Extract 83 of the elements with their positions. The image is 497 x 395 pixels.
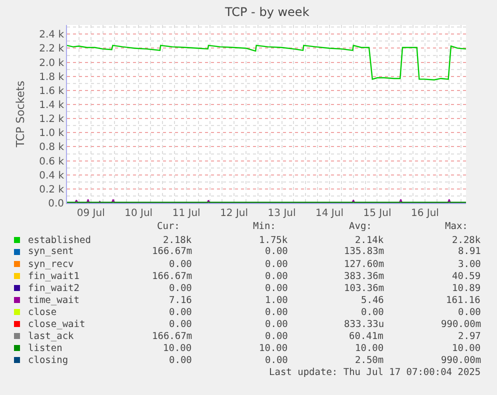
- text: 0.00: [458, 307, 482, 318]
- y-tick-label: 1.8 k: [39, 72, 64, 83]
- x-tick-label: 14 Jul: [316, 208, 344, 219]
- chart-title: TCP - by week: [224, 5, 310, 19]
- text: Max:: [445, 221, 468, 232]
- y-tick-label: 2.0 k: [39, 58, 64, 69]
- y-tick-label: 1.6 k: [39, 86, 64, 97]
- text: 10.00: [259, 343, 288, 354]
- text: 40.59: [452, 271, 481, 282]
- legend-label: time_wait: [28, 295, 80, 306]
- legend-label: close: [28, 307, 57, 318]
- legend-label: established: [28, 235, 91, 246]
- x-tick-label: 13 Jul: [268, 208, 296, 219]
- text: 0.00: [265, 271, 288, 282]
- y-tick-label: 0.4 k: [39, 170, 64, 182]
- y-tick-label: 0.2 k: [39, 184, 64, 196]
- x-tick-label: 10 Jul: [124, 208, 153, 219]
- text: 10.00: [452, 343, 481, 354]
- text: Avg:: [349, 221, 372, 232]
- text: 166.67m: [152, 331, 192, 342]
- y-tick-label: 1.0 k: [39, 128, 64, 140]
- text: 0.00: [265, 259, 288, 270]
- text: 10.00: [163, 343, 192, 354]
- y-tick-label: 1.4 k: [39, 100, 64, 111]
- legend-label: fin_wait1: [28, 271, 80, 282]
- legend-label: syn_recv: [28, 259, 74, 270]
- text: 7.16: [169, 295, 192, 306]
- text: 0.00: [265, 331, 288, 342]
- text: 0.00: [169, 319, 192, 330]
- text: Last update: Thu Jul 17 07:00:04 2025: [269, 367, 481, 378]
- x-tick-label: 15 Jul: [363, 208, 392, 219]
- text: 2.14k: [355, 235, 384, 246]
- text: 0.00: [265, 307, 288, 318]
- text: 0.00: [169, 307, 192, 318]
- text: 0.00: [169, 259, 192, 270]
- text: 0.00: [265, 283, 288, 294]
- legend-label: closing: [28, 355, 68, 366]
- text: 0.00: [265, 246, 288, 257]
- text: 127.60m: [344, 259, 384, 270]
- text: 135.83m: [344, 246, 384, 257]
- text: 0.00: [361, 307, 384, 318]
- text: 3.00: [458, 259, 482, 270]
- text: 990.00m: [441, 355, 482, 366]
- y-tick-label: 2.4 k: [39, 30, 64, 41]
- text: 2.97: [458, 331, 481, 342]
- text: 833.33u: [344, 319, 384, 330]
- y-axis-title: TCP Sockets: [14, 80, 27, 148]
- text: 5.46: [361, 295, 384, 306]
- legend-label: last_ack: [28, 331, 74, 342]
- text: 2.28k: [452, 235, 481, 246]
- y-tick-label: 1.2 k: [39, 114, 64, 126]
- text: 166.67m: [152, 271, 192, 282]
- text: 2.50m: [355, 355, 384, 366]
- legend-label: fin_wait2: [28, 283, 80, 294]
- text: 60.41m: [349, 331, 384, 342]
- text: 1.00: [265, 295, 288, 306]
- x-tick-label: 12 Jul: [220, 208, 248, 219]
- legend-label: close_wait: [28, 319, 86, 330]
- y-tick-label: 0.0: [48, 198, 64, 210]
- text: 990.00m: [441, 319, 482, 330]
- x-tick-label: 16 Jul: [410, 208, 439, 219]
- text: 8.91: [458, 246, 482, 257]
- y-tick-label: 0.6 k: [39, 156, 64, 168]
- text: 10.00: [355, 343, 384, 354]
- text: Cur:: [157, 221, 180, 232]
- legend-label: syn_sent: [28, 246, 74, 257]
- legend-label: listen: [28, 343, 62, 354]
- text: 0.00: [169, 283, 192, 294]
- text: 2.18k: [163, 235, 192, 246]
- y-tick-label: 0.8 k: [39, 142, 64, 154]
- text: 161.16: [446, 295, 481, 306]
- text: 103.36m: [344, 283, 384, 294]
- x-tick-label: 11 Jul: [172, 208, 200, 219]
- text: 383.36m: [344, 271, 384, 282]
- y-tick-label: 2.2 k: [39, 44, 64, 55]
- x-tick-label: 09 Jul: [76, 208, 105, 219]
- text: 0.00: [169, 355, 192, 366]
- text: 1.75k: [259, 235, 288, 246]
- text: 0.00: [265, 319, 288, 330]
- text: 10.89: [452, 283, 481, 294]
- text: Min:: [253, 221, 276, 232]
- text: 166.67m: [152, 246, 192, 257]
- text: 0.00: [265, 355, 288, 366]
